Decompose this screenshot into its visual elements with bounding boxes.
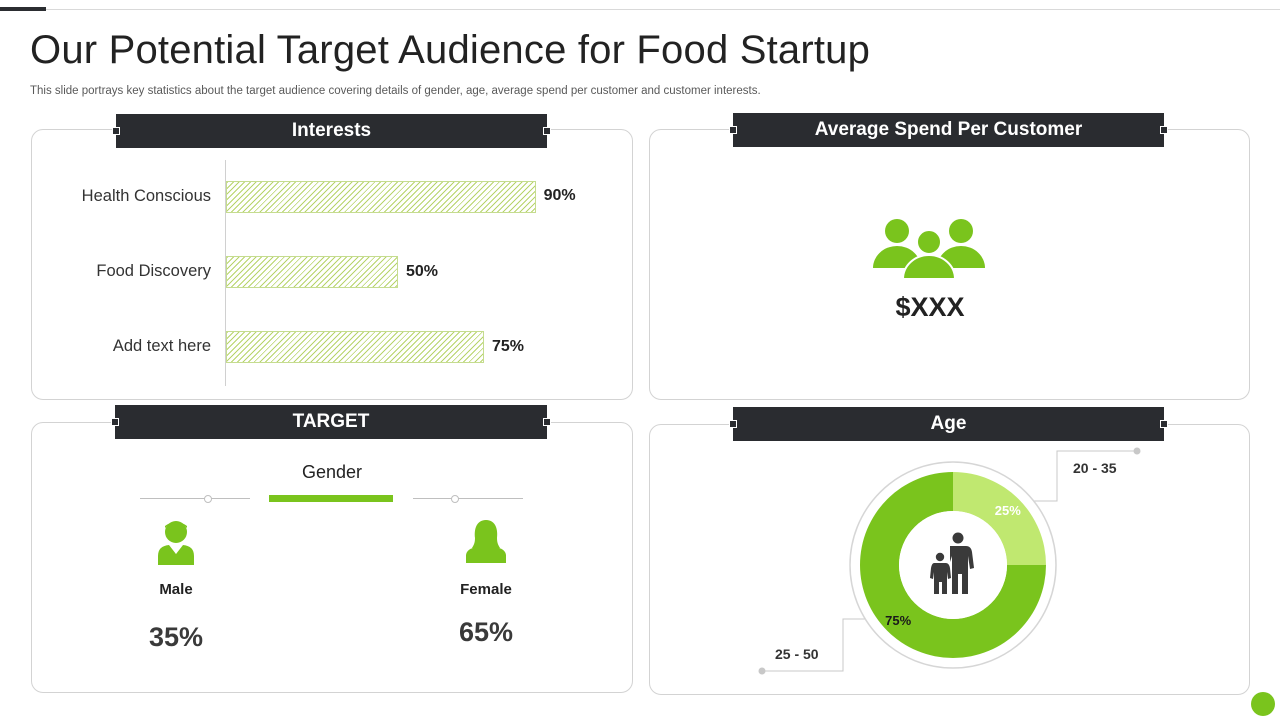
- gender-divider-dot: [451, 495, 459, 503]
- donut-slice: [860, 472, 1046, 658]
- target-panel: [31, 422, 633, 693]
- page-title: Our Potential Target Audience for Food S…: [30, 28, 871, 72]
- bar-label: Health Conscious: [81, 187, 211, 205]
- age-label: 20 - 35: [1073, 460, 1117, 476]
- parent-child-icon: [930, 532, 974, 594]
- bar-label: Food Discovery: [96, 262, 211, 280]
- age-header-label: Age: [930, 413, 967, 434]
- top-rule: [0, 9, 1280, 10]
- page-subtitle: This slide portrays key statistics about…: [30, 85, 761, 97]
- interests-header-label: Interests: [291, 120, 372, 141]
- bar: [226, 181, 536, 213]
- interests-header: Interests: [112, 114, 551, 148]
- donut-value-label: 75%: [885, 613, 911, 628]
- female-person-icon: [466, 520, 506, 563]
- corner-decoration: [1251, 692, 1275, 716]
- donut-value-label: 25%: [995, 503, 1021, 518]
- gender-title: Gender: [301, 462, 363, 482]
- group-of-people-icon: [873, 219, 985, 280]
- age-label: 25 - 50: [775, 646, 819, 662]
- header-dot-left: [112, 127, 120, 135]
- spend-header-label: Average Spend Per Customer: [814, 119, 1083, 140]
- header-dot-right: [543, 127, 551, 135]
- target-header-label: TARGET: [292, 411, 370, 432]
- bar-label: Add text here: [112, 337, 211, 355]
- header-dot-right: [1160, 420, 1168, 428]
- gender-divider-right: [413, 498, 523, 499]
- age-header: Age: [729, 407, 1168, 441]
- header-dot-left: [111, 418, 119, 426]
- bar-axis: [225, 160, 226, 386]
- top-accent: [0, 7, 46, 11]
- header-dot-right: [543, 418, 551, 426]
- male-person-icon: [158, 521, 194, 565]
- target-header: TARGET: [111, 405, 551, 439]
- gender-accent-bar: [269, 495, 393, 502]
- bar: [226, 331, 484, 363]
- donut-slice: [953, 472, 1046, 565]
- bar: [226, 256, 398, 288]
- header-dot-left: [729, 420, 737, 428]
- header-dot-right: [1160, 126, 1168, 134]
- spend-header: Average Spend Per Customer: [729, 113, 1168, 147]
- gender-divider-left: [140, 498, 250, 499]
- male-percentage: 35%: [148, 622, 204, 652]
- header-dot-left: [729, 126, 737, 134]
- bar-value-label: 75%: [492, 338, 525, 355]
- bar-value-label: 90%: [543, 187, 576, 204]
- gender-divider-dot: [204, 495, 212, 503]
- spend-value: $XXX: [895, 292, 965, 322]
- male-label: Male: [159, 581, 193, 598]
- female-label: Female: [460, 581, 512, 598]
- female-percentage: 65%: [458, 617, 514, 647]
- bar-value-label: 50%: [406, 263, 439, 280]
